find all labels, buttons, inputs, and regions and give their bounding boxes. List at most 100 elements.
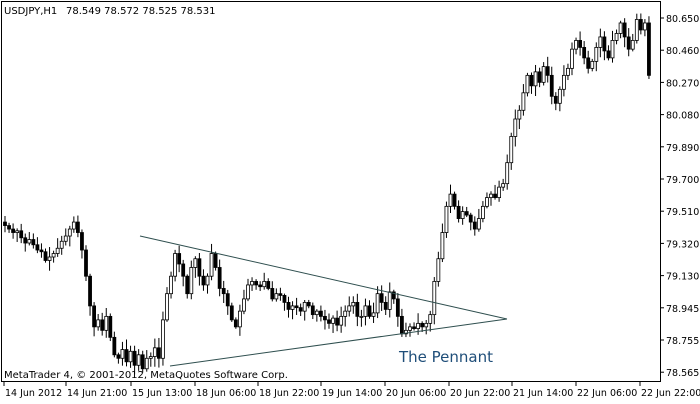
candle-body-down — [638, 19, 643, 31]
candle-body-down — [225, 293, 230, 307]
candle-body-up — [444, 205, 449, 233]
candle-body-up — [476, 218, 481, 230]
candle — [566, 63, 570, 81]
candle — [343, 305, 348, 327]
candle-body-down — [39, 249, 44, 253]
candle-body-up — [67, 228, 72, 237]
candle-body-up — [598, 36, 603, 48]
ohlc-readout: 78.549 78.572 78.525 78.531 — [66, 6, 216, 17]
candle — [3, 216, 7, 233]
candle-body-down — [298, 307, 303, 312]
price-tick-label: 80.270 — [666, 78, 699, 89]
candle — [513, 109, 518, 147]
candle — [165, 287, 169, 322]
price-tick-label: 79.890 — [666, 143, 699, 154]
candle-body-up — [237, 310, 242, 328]
candle-body-down — [582, 47, 587, 59]
candle — [408, 323, 412, 337]
candle — [395, 293, 400, 327]
candle — [124, 339, 129, 367]
candle-body-up — [436, 258, 441, 282]
time-tick-label: 19 Jun 14:00 — [322, 388, 382, 399]
candle-body-down — [379, 293, 384, 303]
candle — [525, 72, 530, 97]
candle — [132, 345, 137, 375]
candle — [424, 320, 429, 335]
candle — [432, 277, 437, 325]
candle-body-down — [221, 288, 226, 295]
candle — [197, 253, 202, 286]
candle — [355, 293, 360, 327]
price-tick-label: 79.510 — [666, 207, 699, 218]
candle-body-down — [19, 230, 24, 239]
candle-body-down — [3, 221, 7, 226]
candle-body-down — [294, 305, 299, 309]
candle-body-up — [480, 205, 485, 219]
candle-body-up — [505, 162, 510, 185]
candle — [152, 338, 157, 367]
candle — [270, 281, 275, 302]
candle-body-up — [590, 60, 595, 69]
candle — [440, 223, 445, 263]
candle-body-up — [424, 322, 429, 328]
time-tick-label: 14 Jun 21:00 — [67, 388, 127, 399]
candle — [367, 300, 372, 319]
candle — [404, 322, 408, 338]
candle-body-up — [246, 284, 250, 300]
candle — [51, 250, 56, 263]
candle-body-down — [383, 302, 388, 310]
candle-body-up — [148, 356, 153, 359]
candle-body-up — [448, 193, 453, 207]
candle — [116, 352, 121, 364]
candle-body-down — [464, 211, 469, 216]
candle-body-up — [15, 230, 20, 233]
candle — [310, 302, 315, 320]
candle — [229, 302, 234, 322]
candle-body-up — [375, 293, 380, 314]
candle-body-down — [472, 221, 477, 230]
candle-body-down — [355, 302, 360, 317]
candle — [383, 296, 388, 316]
candle-body-down — [578, 40, 582, 48]
candle-body-up — [96, 319, 101, 328]
candle — [104, 308, 109, 338]
candle-body-up — [432, 281, 437, 316]
candle-body-down — [606, 50, 611, 59]
candle-body-up — [359, 315, 364, 318]
candle — [15, 228, 20, 242]
candle — [420, 321, 425, 333]
candle-body-up — [347, 305, 352, 312]
candle-body-down — [181, 263, 186, 277]
candle — [246, 278, 250, 302]
candle-body-up — [161, 319, 165, 359]
candle-body-down — [185, 275, 190, 295]
candle-body-down — [399, 315, 404, 335]
candle — [39, 243, 44, 258]
candle — [521, 84, 526, 116]
candle — [387, 282, 392, 318]
candle — [120, 341, 125, 366]
candle — [302, 299, 307, 321]
time-tick-label: 22 Jun 06:00 — [577, 388, 637, 399]
candle — [606, 45, 611, 61]
candle — [626, 28, 631, 57]
candle — [189, 260, 194, 300]
candle — [128, 345, 133, 368]
candle-body-down — [456, 205, 461, 219]
candle — [148, 352, 153, 367]
candle-body-down — [112, 336, 117, 356]
candle — [436, 251, 441, 287]
candle — [47, 247, 52, 271]
candle — [140, 350, 145, 373]
candle — [570, 42, 574, 76]
candle — [88, 273, 92, 316]
candle-body-up — [274, 293, 279, 300]
candle — [464, 206, 469, 218]
time-tick-label: 20 Jun 06:00 — [386, 388, 446, 399]
candle-body-up — [363, 305, 368, 317]
candle-body-down — [156, 347, 161, 359]
candle — [282, 293, 287, 311]
